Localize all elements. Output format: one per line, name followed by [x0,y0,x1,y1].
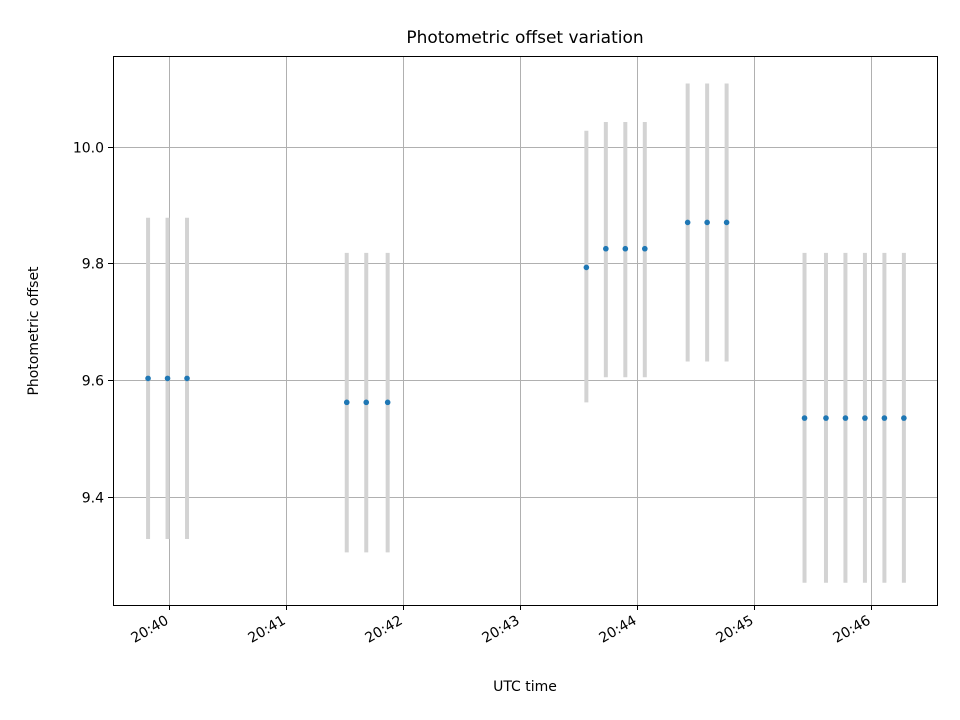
data-points [145,219,907,421]
data-point [862,415,868,421]
data-point [642,245,648,252]
data-point [881,415,888,421]
data-point [901,415,907,421]
y-tick-label: 9.8 [82,257,104,273]
data-point [184,375,190,382]
plot-frame [113,56,938,606]
data-point [164,375,171,382]
data-point [723,219,730,226]
data-point [603,245,609,252]
y-tick-label: 10.0 [73,141,104,157]
data-point [704,219,710,226]
data-point [684,219,691,226]
grid [113,56,937,605]
data-point [801,415,808,421]
chart-title: Photometric offset variation [406,28,643,48]
data-point [145,375,151,382]
x-axis-label: UTC time [493,679,557,695]
data-point [384,399,391,406]
y-axis-ticks: 9.4 9.6 9.8 10.0 [73,141,113,507]
data-point [583,264,590,271]
y-tick-label: 9.6 [82,374,104,390]
y-tick-label: 9.4 [82,491,104,507]
data-point [823,415,829,421]
data-point [622,245,629,252]
y-axis-label: Photometric offset [26,266,42,396]
data-point [842,415,849,421]
data-point [363,399,370,406]
data-point [343,399,350,406]
